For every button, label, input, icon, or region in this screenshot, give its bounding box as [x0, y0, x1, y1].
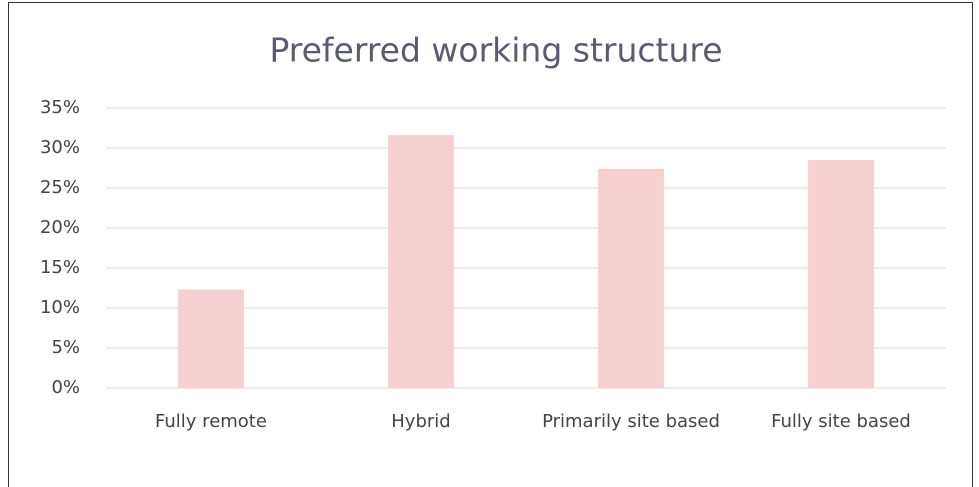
bar: [808, 160, 874, 388]
x-tick-label: Hybrid: [391, 411, 451, 432]
bar: [598, 168, 664, 388]
y-tick-label: 30%: [40, 137, 80, 158]
y-tick-label: 20%: [40, 217, 80, 238]
y-tick-label: 0%: [51, 377, 80, 398]
x-tick-label: Fully remote: [155, 411, 267, 432]
x-tick-label: Fully site based: [771, 411, 911, 432]
bar: [178, 289, 244, 388]
y-tick-label: 35%: [40, 97, 80, 118]
chart-title: Preferred working structure: [269, 31, 722, 70]
y-tick-label: 10%: [40, 297, 80, 318]
y-tick-label: 5%: [51, 337, 80, 358]
bar: [388, 135, 454, 388]
chart-border: [8, 2, 973, 487]
y-tick-label: 25%: [40, 177, 80, 198]
x-tick-label: Primarily site based: [542, 411, 720, 432]
y-tick-label: 15%: [40, 257, 80, 278]
